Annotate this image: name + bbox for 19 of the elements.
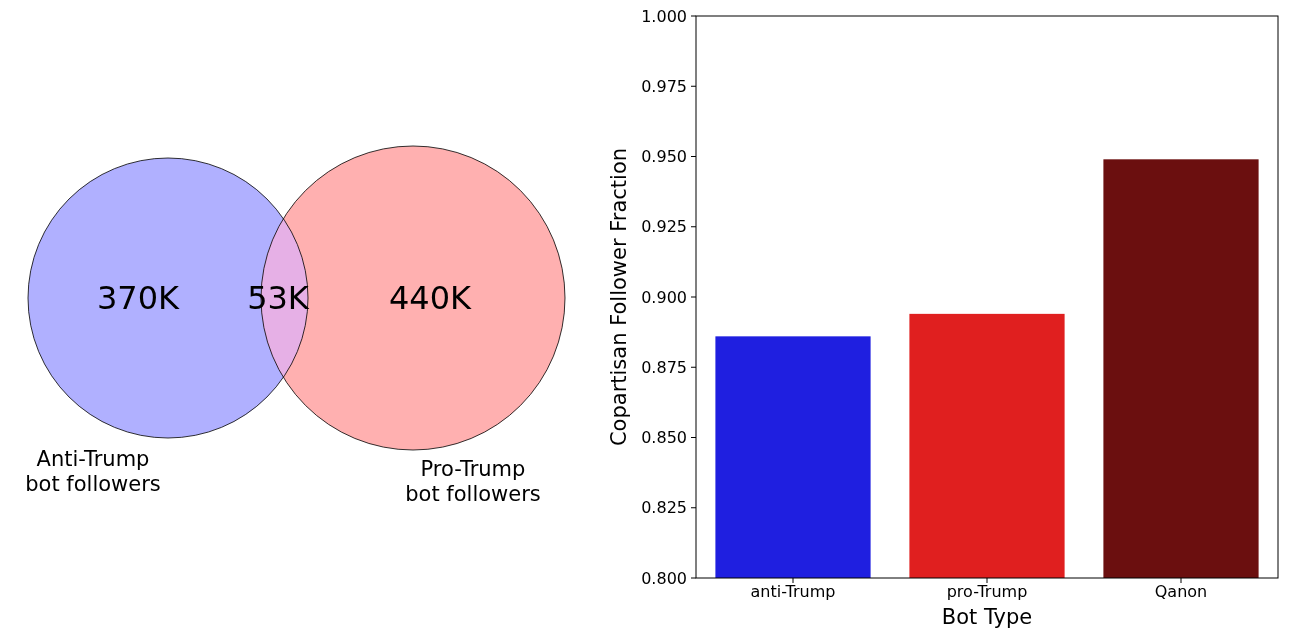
x-tick-label: Qanon bbox=[1154, 582, 1208, 601]
y-tick-label: 0.875 bbox=[641, 357, 687, 377]
x-tick-label: anti-Trump bbox=[750, 582, 836, 601]
data-label: 440K bbox=[388, 279, 473, 317]
y-tick-label: 0.850 bbox=[641, 428, 687, 447]
y-tick-label: 0.825 bbox=[641, 498, 687, 518]
y-tick-label: 1.000 bbox=[641, 6, 687, 26]
data-label: 53K bbox=[247, 279, 310, 317]
text: Anti-Trump bot followers bbox=[25, 447, 161, 496]
text: Pro-Trump bot followers bbox=[405, 457, 541, 506]
x-axis-title: Bot Type bbox=[941, 605, 1033, 629]
y-tick-label: 0.800 bbox=[641, 568, 687, 588]
y-axis-title: Copartisan Follower Fraction bbox=[607, 147, 631, 447]
x-tick-label: pro-Trump bbox=[946, 582, 1028, 601]
y-tick-label: 0.975 bbox=[641, 76, 687, 96]
y-tick-label: 0.900 bbox=[641, 287, 687, 307]
data-label: 370K bbox=[96, 279, 181, 317]
y-tick-label: 0.925 bbox=[641, 217, 687, 237]
y-tick-label: 0.950 bbox=[641, 147, 687, 166]
